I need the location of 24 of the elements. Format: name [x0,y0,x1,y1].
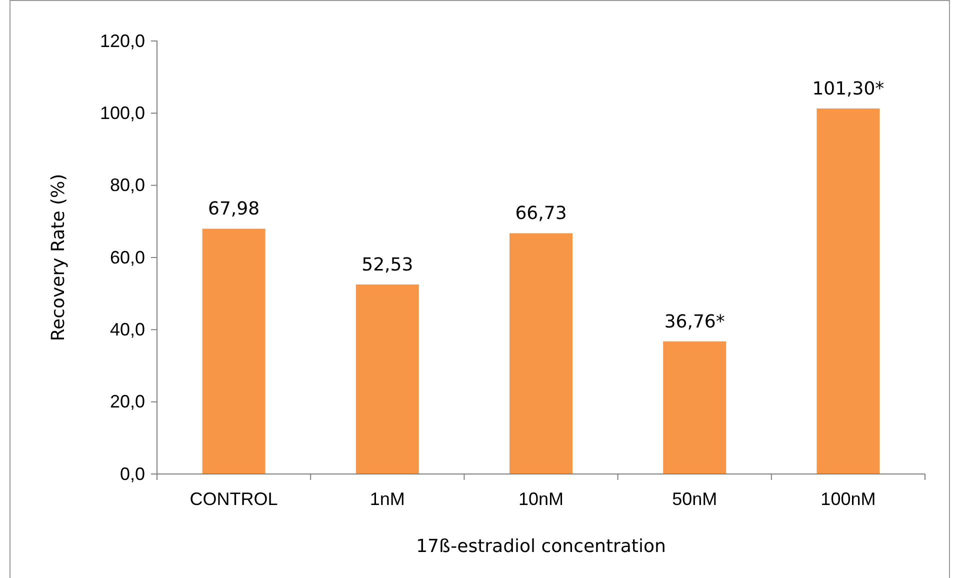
data-label: 52,53 [362,254,414,276]
x-tick-label: 50nM [672,488,718,509]
x-tick-label: CONTROL [190,488,278,509]
data-label: 36,76* [664,311,725,332]
y-tick-label: 100,0 [100,102,145,123]
x-tick-label: 10nM [518,488,564,509]
bar [202,228,266,474]
data-label: 66,73 [515,203,567,224]
x-axis-title: 17ß-estradiol concentration [416,536,666,557]
bar [663,341,726,474]
y-tick-label: 40,0 [110,319,145,340]
bar [356,284,419,474]
y-tick-label: 20,0 [110,392,145,412]
y-tick-label: 60,0 [110,247,145,268]
y-tick-label: 0,0 [120,464,145,484]
data-label: 101,30* [812,78,884,100]
y-tick-label: 80,0 [110,175,145,196]
bar [816,108,880,474]
x-tick-label: 100nM [820,488,876,509]
y-axis-title: Recovery Rate (%) [48,174,69,342]
data-label: 67,98 [208,198,260,220]
y-tick-label: 120,0 [100,30,145,51]
x-tick-label: 1nM [370,488,405,509]
bar [510,233,572,474]
